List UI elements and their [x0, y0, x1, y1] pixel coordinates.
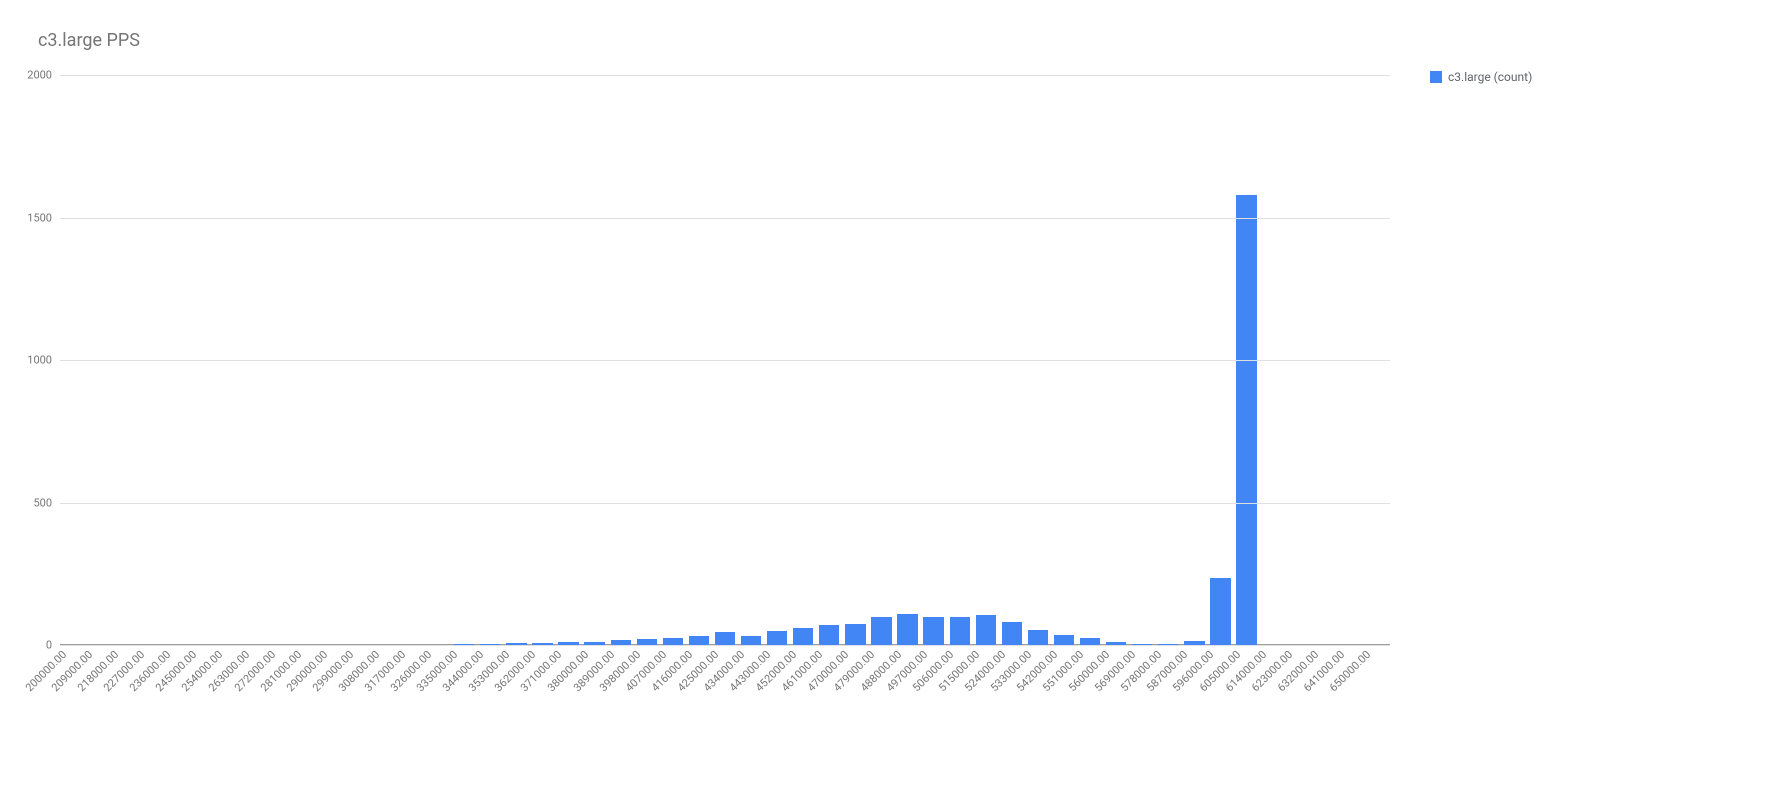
- bar[interactable]: [689, 636, 709, 645]
- gridline: [60, 503, 1390, 504]
- bar[interactable]: [819, 625, 839, 645]
- bar[interactable]: [793, 628, 813, 645]
- bar[interactable]: [845, 624, 865, 645]
- y-tick-label: 0: [0, 639, 52, 652]
- legend-label: c3.large (count): [1448, 70, 1532, 84]
- bar[interactable]: [1002, 622, 1022, 645]
- gridline: [60, 645, 1390, 646]
- bar[interactable]: [1210, 578, 1230, 645]
- gridline: [60, 360, 1390, 361]
- y-tick-label: 500: [0, 496, 52, 509]
- bar[interactable]: [1080, 638, 1100, 645]
- bar[interactable]: [1054, 635, 1074, 645]
- bar[interactable]: [1236, 195, 1256, 645]
- chart-title: c3.large PPS: [38, 30, 140, 51]
- bar[interactable]: [897, 614, 917, 645]
- gridline: [60, 75, 1390, 76]
- bar[interactable]: [976, 615, 996, 645]
- bar[interactable]: [741, 636, 761, 645]
- legend-swatch: [1430, 71, 1442, 83]
- legend: c3.large (count): [1430, 70, 1532, 84]
- bar[interactable]: [950, 617, 970, 646]
- plot-area: [60, 75, 1390, 645]
- gridline: [60, 218, 1390, 219]
- y-tick-label: 2000: [0, 69, 52, 82]
- y-tick-label: 1000: [0, 354, 52, 367]
- bar[interactable]: [923, 617, 943, 645]
- bar[interactable]: [767, 631, 787, 645]
- bar[interactable]: [871, 617, 891, 646]
- y-tick-label: 1500: [0, 211, 52, 224]
- bar[interactable]: [1028, 630, 1048, 645]
- bar[interactable]: [715, 632, 735, 645]
